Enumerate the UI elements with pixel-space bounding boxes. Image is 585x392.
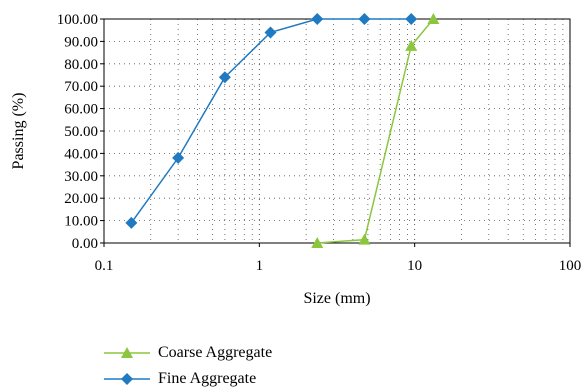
x-tick-label: 100 bbox=[559, 258, 582, 274]
y-tick-label: 50.00 bbox=[64, 124, 98, 140]
data-point-fine-aggregate bbox=[125, 216, 138, 229]
series-line-fine-aggregate bbox=[130, 18, 412, 224]
grid bbox=[104, 19, 570, 243]
legend-item-fine: Fine Aggregate bbox=[104, 366, 272, 392]
data-point-fine-aggregate bbox=[264, 26, 277, 39]
data-point-fine-aggregate bbox=[358, 13, 371, 25]
legend-label-coarse: Coarse Aggregate bbox=[158, 344, 273, 361]
x-axis-ticks: 0.1 1 10 100 bbox=[95, 243, 582, 274]
y-tick-label: 90.00 bbox=[64, 34, 98, 50]
data-point-fine-aggregate bbox=[218, 71, 231, 84]
y-tick-label: 100.00 bbox=[57, 12, 98, 28]
y-tick-label: 0.00 bbox=[72, 236, 98, 252]
x-tick-label: 0.1 bbox=[95, 258, 114, 274]
y-axis-ticks: 0.00 10.00 20.00 30.00 40.00 50.00 60.00 70.00 8… bbox=[57, 12, 104, 252]
diamond-marker-icon bbox=[104, 373, 150, 385]
legend-label-fine: Fine Aggregate bbox=[158, 370, 257, 387]
data-point-fine-aggregate bbox=[172, 151, 185, 164]
x-tick-label: 1 bbox=[256, 258, 264, 274]
data-point-coarse-aggregate bbox=[311, 237, 324, 248]
data-point-coarse-aggregate bbox=[427, 13, 440, 24]
series-line-coarse-aggregate bbox=[317, 18, 434, 244]
y-tick-label: 40.00 bbox=[64, 146, 98, 162]
triangle-marker-icon bbox=[104, 347, 150, 358]
x-axis-label: Size (mm) bbox=[303, 290, 370, 307]
y-tick-label: 80.00 bbox=[64, 57, 98, 73]
y-tick-label: 60.00 bbox=[64, 102, 98, 118]
y-tick-label: 30.00 bbox=[64, 169, 98, 185]
data-point-coarse-aggregate bbox=[405, 39, 418, 51]
data-point-fine-aggregate bbox=[311, 13, 324, 25]
y-tick-label: 70.00 bbox=[64, 79, 98, 95]
y-tick-label: 20.00 bbox=[64, 191, 98, 207]
y-axis-label: Passing (%) bbox=[10, 93, 27, 170]
data-point-coarse-aggregate bbox=[358, 233, 371, 245]
x-tick-label: 10 bbox=[407, 258, 422, 274]
legend: Coarse Aggregate Fine Aggregate bbox=[104, 340, 272, 392]
y-tick-label: 10.00 bbox=[64, 214, 98, 230]
plot-frame bbox=[103, 18, 571, 244]
grading-chart: 0.00 10.00 20.00 30.00 40.00 50.00 60.00 70.00 8… bbox=[10, 12, 582, 307]
legend-item-coarse: Coarse Aggregate bbox=[104, 340, 272, 366]
data-point-fine-aggregate bbox=[405, 13, 418, 25]
series-layer bbox=[125, 13, 440, 248]
